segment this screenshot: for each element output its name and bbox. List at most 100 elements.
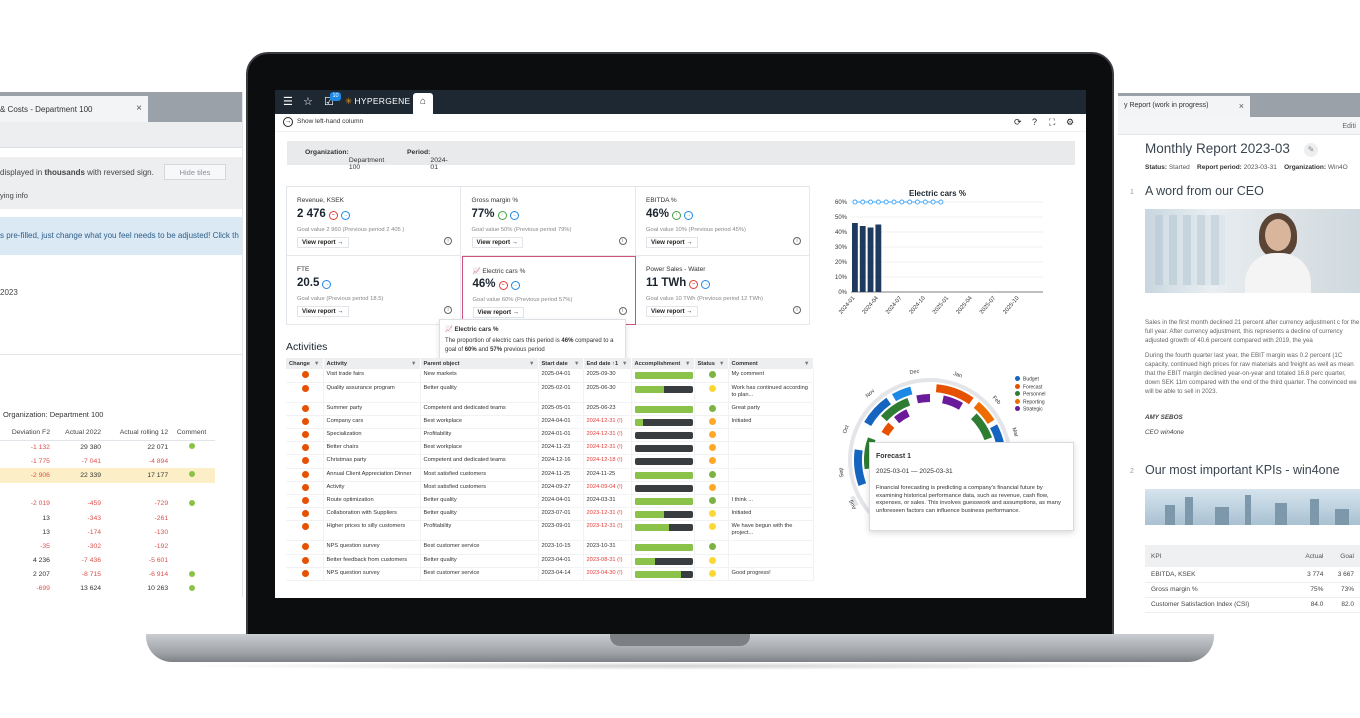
change-icon[interactable] [302, 543, 310, 551]
comment-dot-icon[interactable] [188, 499, 195, 506]
legend-item[interactable]: Strategic [1015, 406, 1046, 414]
activity-row[interactable]: Quality assurance program Better quality 2… [286, 382, 814, 403]
activity-column-header[interactable]: Status ▼ [694, 358, 729, 369]
comment-dot-icon[interactable] [188, 471, 195, 478]
checkbox-icon[interactable]: ☑ [324, 96, 334, 108]
activity-name[interactable]: Company cars [323, 415, 421, 430]
activity-row[interactable]: Annual Client Appreciation Dinner Most sa… [286, 468, 814, 482]
activity-column-header[interactable]: Parent object ▼ [420, 358, 539, 369]
change-icon[interactable] [302, 404, 310, 412]
filter-icon[interactable]: ▼ [573, 360, 580, 367]
legend-item[interactable]: Reporting [1015, 398, 1046, 407]
view-report-button[interactable]: View report → [297, 306, 349, 317]
kpi-tile[interactable]: 📈 Electric cars % 46% − → Goal value 60% (Pr… [461, 256, 636, 325]
activity-name[interactable]: Quality assurance program [323, 382, 421, 403]
comment-cell[interactable] [172, 511, 215, 525]
comment-cell[interactable] [172, 454, 215, 468]
filter-icon[interactable]: ▼ [313, 360, 320, 367]
change-icon[interactable] [302, 483, 310, 491]
activity-row[interactable]: Summer party Competent and dedicated team… [286, 402, 814, 416]
pencil-icon[interactable]: ✎ [1304, 143, 1318, 157]
activity-name[interactable]: Christmas party [323, 454, 421, 469]
change-icon[interactable] [302, 556, 310, 564]
info-icon[interactable]: i [793, 306, 801, 314]
activity-column-header[interactable]: Start date ▼ [538, 358, 584, 369]
comment-cell[interactable] [172, 497, 215, 511]
activity-name[interactable]: Better feedback from customers [323, 554, 421, 568]
refresh-icon[interactable]: ⟳ [1014, 117, 1022, 127]
activity-row[interactable]: NPS question survey Best customer service… [286, 567, 814, 581]
view-report-button[interactable]: View report → [472, 307, 524, 318]
activity-name[interactable]: Summer party [323, 402, 421, 416]
left-tab[interactable]: & Costs - Department 100 × [0, 96, 148, 122]
right-tab[interactable]: y Report (work in progress) × [1118, 96, 1250, 117]
view-report-button[interactable]: View report → [646, 306, 698, 317]
comment-cell[interactable] [172, 468, 215, 483]
home-icon[interactable]: ⌂ [413, 93, 433, 114]
activity-row[interactable]: Higher prices to silly customers Profitab… [286, 520, 814, 542]
activity-name[interactable]: NPS question survey [323, 540, 421, 555]
comment-dot-icon[interactable] [188, 570, 195, 577]
kpi-tile[interactable]: FTE 20.5 → Goal value (Previous period 18.5… [287, 256, 461, 325]
activity-name[interactable]: NPS question survey [323, 567, 421, 581]
close-icon[interactable]: × [1238, 101, 1244, 111]
info-icon[interactable]: i [444, 306, 452, 314]
change-icon[interactable] [302, 371, 310, 378]
comment-cell[interactable] [172, 440, 215, 454]
comment-cell[interactable] [172, 539, 215, 553]
comment-dot-icon[interactable] [188, 443, 195, 450]
hide-tiles-button[interactable]: Hide tiles [164, 164, 226, 180]
change-icon[interactable] [302, 384, 310, 392]
change-icon[interactable] [302, 444, 310, 452]
comment-cell[interactable] [172, 554, 215, 568]
star-icon[interactable]: ☆ [303, 96, 313, 108]
change-icon[interactable] [302, 470, 310, 478]
comment-cell[interactable] [172, 483, 215, 497]
activity-row[interactable]: Collaboration with Suppliers Better quali… [286, 507, 814, 522]
activity-column-header[interactable]: Comment ▼ [728, 358, 814, 369]
activity-row[interactable]: Specialization Profitability 2024-01-01 202… [286, 428, 814, 443]
comment-cell[interactable] [172, 582, 215, 596]
kpi-tile[interactable]: Revenue, KSEK 2 476− → Goal value 2 960 (Pr… [287, 187, 461, 256]
activity-name[interactable]: Visit trade fairs [323, 369, 421, 383]
help-icon[interactable]: ? [1032, 117, 1038, 127]
filter-icon[interactable]: ▼ [803, 360, 810, 367]
activity-column-header[interactable]: Accomplishment ▼ [631, 358, 695, 369]
info-icon[interactable]: i [793, 237, 801, 245]
activity-row[interactable]: Route optimization Better quality 2024-04-… [286, 494, 814, 509]
view-report-button[interactable]: View report → [471, 237, 523, 248]
view-report-button[interactable]: View report → [646, 237, 698, 248]
info-icon[interactable]: i [618, 237, 627, 245]
filter-icon[interactable]: ▼ [410, 360, 417, 367]
activity-column-header[interactable]: End date ↑1 ▼ [583, 358, 632, 369]
fullscreen-icon[interactable]: ⛶ [1049, 117, 1056, 127]
activity-row[interactable]: Visit trade fairs New markets 2025-04-01 20… [286, 369, 814, 383]
menu-icon[interactable]: ☰ [283, 96, 293, 108]
activity-column-header[interactable]: Change ▼ [286, 358, 324, 369]
info-icon[interactable]: i [444, 237, 452, 245]
activity-name[interactable]: Annual Client Appreciation Dinner [323, 468, 421, 482]
activity-row[interactable]: Company cars Best workplace 2024-04-01 2024… [286, 415, 814, 430]
arrow-right-icon[interactable]: → [283, 117, 293, 127]
change-icon[interactable] [302, 417, 310, 425]
info-icon[interactable]: i [618, 307, 627, 315]
close-icon[interactable]: × [136, 103, 142, 114]
filter-icon[interactable]: ▼ [621, 360, 628, 367]
activity-name[interactable]: Specialization [323, 428, 421, 443]
show-left-column-link[interactable]: Show left-hand column [297, 118, 364, 125]
activity-name[interactable]: Better chairs [323, 441, 421, 456]
change-icon[interactable] [302, 457, 310, 465]
activity-row[interactable]: Better feedback from customers Better qua… [286, 554, 814, 568]
activity-name[interactable]: Collaboration with Suppliers [323, 507, 421, 522]
filter-icon[interactable]: ▼ [684, 360, 691, 367]
comment-dot-icon[interactable] [188, 584, 195, 591]
activity-name[interactable]: Higher prices to silly customers [323, 520, 421, 542]
legend-item[interactable]: Personnel [1015, 391, 1046, 399]
change-icon[interactable] [302, 523, 310, 531]
legend-item[interactable]: Forecast [1015, 383, 1046, 392]
change-icon[interactable] [302, 431, 310, 439]
comment-cell[interactable] [172, 568, 215, 582]
kpi-tile[interactable]: Power Sales - Water 11 TWh − → Goal value 10… [636, 256, 810, 325]
activity-row[interactable]: Christmas party Competent and dedicated t… [286, 454, 814, 469]
view-report-button[interactable]: View report → [297, 237, 349, 248]
